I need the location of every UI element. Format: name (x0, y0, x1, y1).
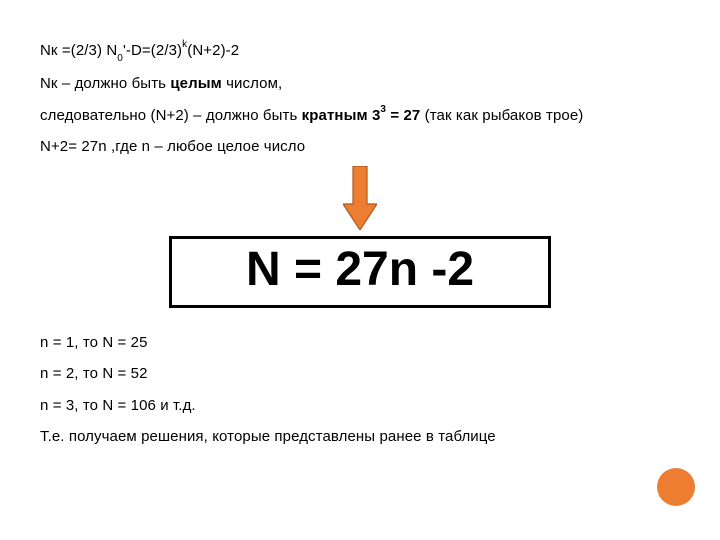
l3-part-b: (так как рыбаков трое) (420, 107, 583, 124)
l3-superscript: 3 (380, 104, 386, 115)
text-line-5: n = 1, то N = 25 (40, 330, 680, 356)
l3-part-a: следовательно (N+2) – должно быть (40, 107, 302, 124)
formula-text: N = 27n -2 (246, 243, 474, 296)
l1-part-b: '-D=(2/3) (123, 42, 182, 59)
l3-bold1: кратным 3 (302, 107, 381, 124)
l1-part-a: Nк =(2/3) N (40, 42, 117, 59)
text-line-1: Nк =(2/3) N0'-D=(2/3)k(N+2)-2 (40, 38, 680, 65)
l2-part-b: числом, (222, 75, 282, 92)
page-indicator-circle (657, 468, 695, 506)
formula-box: N = 27n -2 (169, 236, 551, 308)
text-line-3: следовательно (N+2) – должно быть кратны… (40, 103, 680, 129)
l1-superscript: k (182, 39, 187, 50)
text-line-6: n = 2, то N = 52 (40, 361, 680, 387)
l1-subscript: 0 (117, 53, 123, 64)
text-line-4: N+2= 27n ,где n – любое целое число (40, 134, 680, 160)
text-line-7: n = 3, то N = 106 и т.д. (40, 393, 680, 419)
l3-bold2: = 27 (386, 107, 420, 124)
slide: Nк =(2/3) N0'-D=(2/3)k(N+2)-2 Nк – должн… (0, 0, 720, 540)
down-arrow-icon (343, 166, 377, 230)
arrow-container (40, 166, 680, 230)
l1-part-c: (N+2)-2 (187, 42, 239, 59)
l2-bold: целым (170, 75, 222, 92)
l2-part-a: Nк – должно быть (40, 75, 170, 92)
text-line-8: Т.е. получаем решения, которые представл… (40, 424, 680, 450)
text-line-2: Nк – должно быть целым числом, (40, 71, 680, 97)
